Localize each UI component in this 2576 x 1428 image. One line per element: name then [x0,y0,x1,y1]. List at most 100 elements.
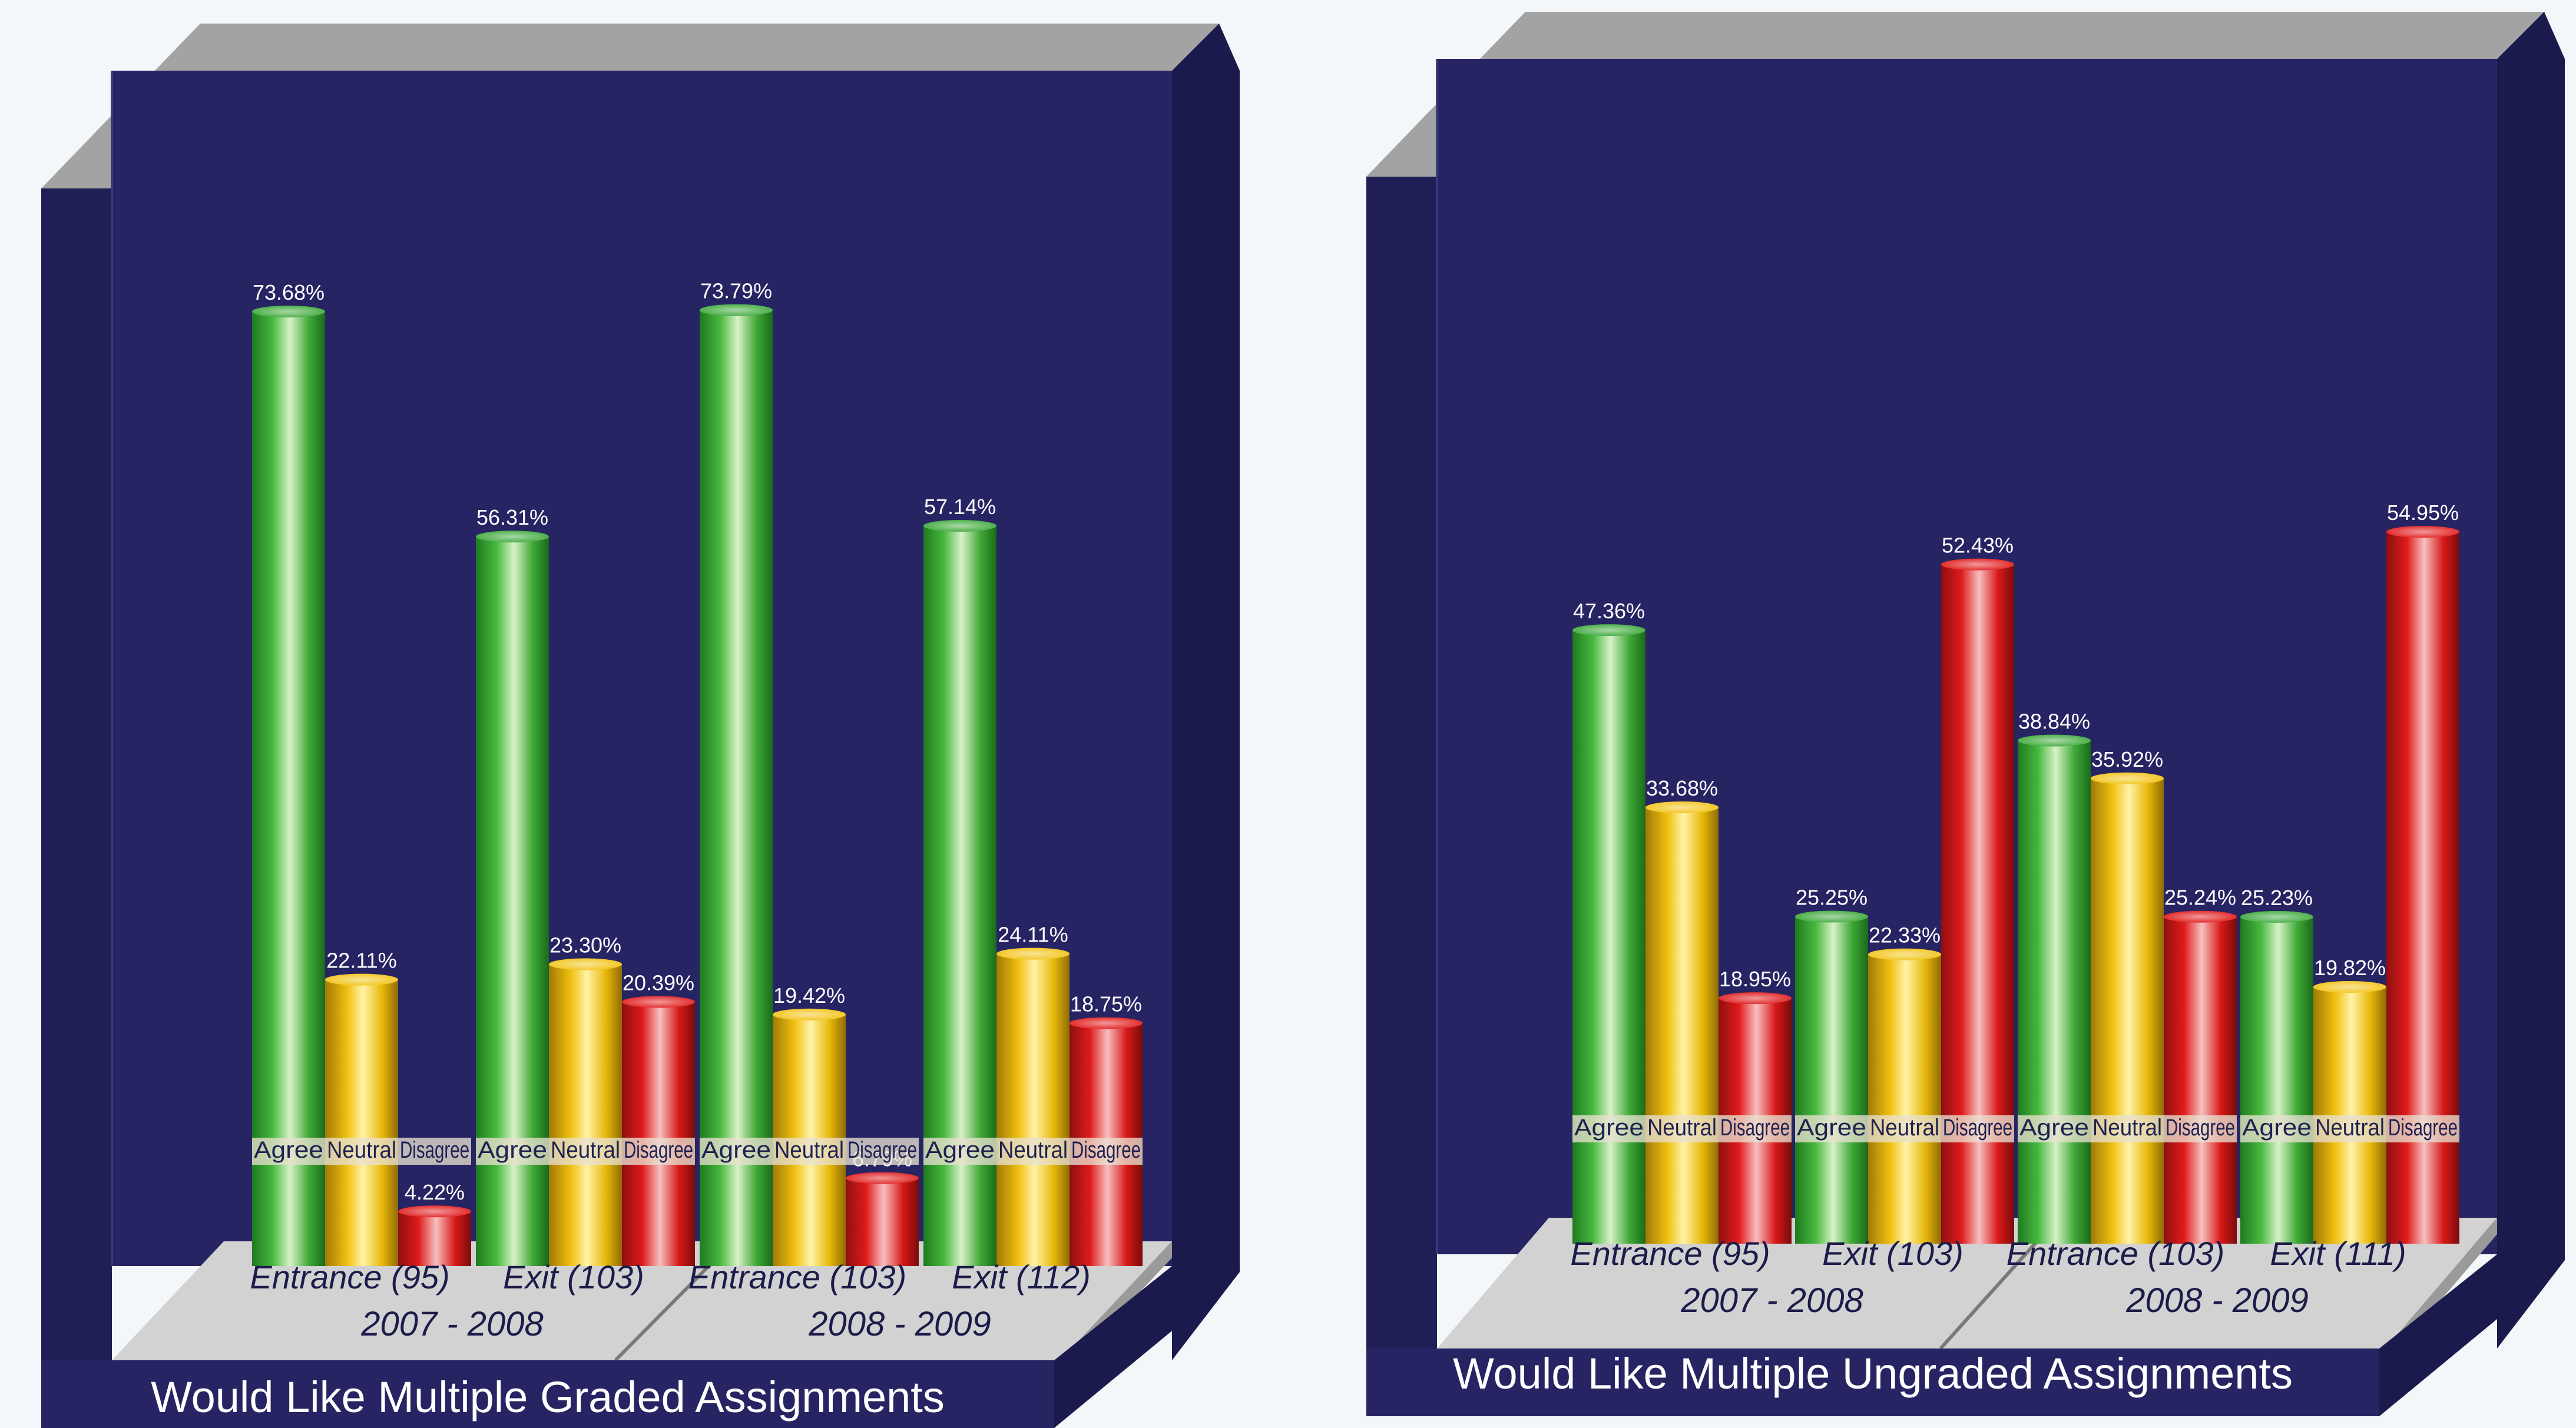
category-label: Entrance (95) [250,1258,449,1296]
chart-title: Would Like Multiple Graded Assignments [151,1373,945,1422]
value-label-agree: 56.31% [476,505,548,529]
period-label: 2008 - 2009 [808,1305,991,1343]
legend-tag-strip [700,1138,919,1165]
value-label-agree: 38.84% [2018,710,2090,734]
bar-cap-shine [252,306,325,318]
bar-cap-shine [1719,992,1792,1005]
value-label-neutral: 33.68% [1646,776,1718,800]
bar-agree [2240,916,2313,1244]
title-box [41,1360,1054,1428]
bar-cap-shine [1070,1017,1143,1029]
category-label: Exit (103) [1822,1235,1964,1272]
legend-tag-agree: Agree [254,1137,323,1163]
legend-tag-disagree: Disagree [624,1137,693,1163]
value-label-neutral: 35.92% [2091,747,2163,771]
bar-cap-shine [700,304,773,316]
legend-tag-strip [476,1138,695,1165]
bar-neutral [1645,807,1719,1244]
value-label-neutral: 24.11% [998,923,1068,947]
value-label-agree: 25.25% [1796,886,1868,910]
legend-tag-neutral: Neutral [1647,1115,1717,1141]
title-box-side [2379,1254,2497,1416]
category-label: Entrance (95) [1570,1235,1770,1272]
bar-cap-shine [773,1008,846,1021]
frame-left-shade [1366,177,1437,1349]
bar-cap-shine [1572,624,1645,637]
chart-2: Would Like Multiple Ungraded Assignments… [1366,12,2565,1416]
bar-cap-shine [476,531,549,543]
legend-tag-agree: Agree [1797,1115,1866,1141]
bar-group-1: 47.36% 33.68% 18.95% Agree Neutral Disagree [1572,599,1792,1244]
bar-agree [1795,916,1868,1244]
category-label: Entrance (103) [2007,1235,2224,1272]
value-label-agree: 25.23% [2241,886,2313,910]
legend-tag-neutral: Neutral [2315,1115,2385,1141]
bar-cap-shine [1941,558,2014,571]
legend-tag-agree: Agree [2019,1115,2089,1141]
bar-neutral [325,979,398,1266]
frame-top [1366,12,2544,177]
category-label: Exit (112) [952,1258,1090,1296]
legend-tag-neutral: Neutral [998,1137,1068,1163]
bar-cap-shine [2386,526,2459,538]
bar-cap-shine [846,1172,919,1184]
bar-cap-shine [923,519,996,532]
legend-tag-disagree: Disagree [2388,1115,2458,1141]
value-label-disagree: 54.95% [2387,501,2459,525]
value-label-neutral: 19.82% [2314,956,2386,980]
legend-tag-neutral: Neutral [327,1137,396,1163]
value-label-agree: 47.36% [1573,599,1645,623]
legend-tag-disagree: Disagree [847,1137,917,1163]
legend-tag-strip [2240,1115,2459,1142]
value-label-neutral: 23.30% [549,933,621,957]
value-label-disagree: 52.43% [1942,534,2014,558]
value-label-disagree: 25.24% [2164,886,2236,910]
legend-tag-agree: Agree [1574,1115,1644,1141]
legend-tag-strip [1572,1115,1792,1142]
bar-cap-shine [549,958,622,970]
bar-group-4: 25.23% 19.82% 54.95% Agree Neutral Disagree [2240,501,2459,1244]
bar-cap-shine [2240,910,2313,923]
legend-tag-neutral: Neutral [774,1137,844,1163]
bar-cap-shine [2091,772,2164,784]
bar-neutral [996,953,1070,1266]
bar-cap-shine [398,1205,471,1218]
bar-disagree [846,1178,919,1266]
value-label-disagree: 4.22% [405,1180,465,1204]
frame-right-side [1172,24,1240,1360]
legend-tag-agree: Agree [701,1137,771,1163]
legend-tag-disagree: Disagree [2166,1115,2235,1141]
bar-disagree [622,1002,695,1266]
legend-tag-agree: Agree [925,1137,995,1163]
frame-left-shade [41,188,112,1360]
legend-tag-disagree: Disagree [1071,1137,1141,1163]
legend-tag-neutral: Neutral [1870,1115,1939,1141]
chart-floor [112,1241,1172,1360]
bar-cap-shine [1868,948,1941,960]
period-label: 2007 - 2008 [360,1305,544,1343]
bar-group-2: 25.25%22.33% 52.43% Agree Neutral Disagree [1795,534,2014,1244]
bar-agree [252,312,325,1266]
frame-top [41,24,1219,188]
bar-cap-shine [2018,734,2091,747]
bar-group-3: 38.84%35.92% 25.24% Agree Neutral Disagree [2018,710,2237,1244]
bar-group-2: 56.31% 23.30%20.39% Agree Neutral Disagree [476,505,695,1267]
bar-neutral [2313,986,2386,1244]
legend-tag-strip [2018,1115,2237,1142]
bar-agree [1572,630,1645,1244]
bar-disagree [2164,916,2237,1244]
legend-tag-strip [1795,1115,2014,1142]
legend-tag-neutral: Neutral [2092,1115,2162,1141]
bar-agree [2018,740,2091,1244]
chart-title: Would Like Multiple Ungraded Assignments [1453,1349,2293,1398]
bar-cap-shine [2313,980,2386,993]
chart-floor [1437,1218,2497,1349]
value-label-neutral: 19.42% [773,983,845,1008]
bar-cap-shine [2164,910,2237,923]
legend-tag-disagree: Disagree [1720,1115,1790,1141]
value-label-neutral: 22.33% [1869,923,1941,947]
bar-cap-shine [1645,801,1719,814]
frame-right-side [2497,12,2565,1349]
